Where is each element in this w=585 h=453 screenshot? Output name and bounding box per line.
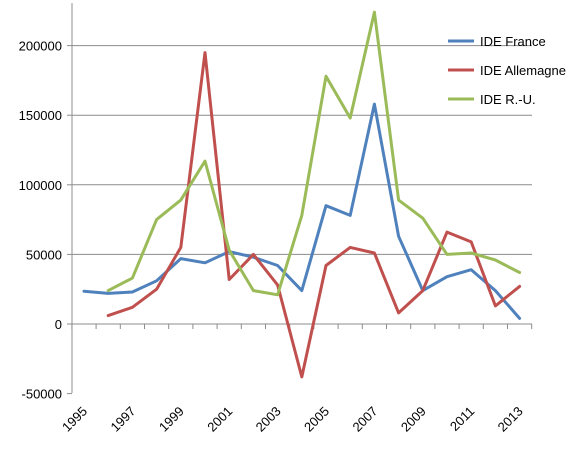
x-tick-label: 1999 <box>156 404 187 435</box>
x-tick-label: 2013 <box>495 404 526 435</box>
gridlines <box>72 45 532 255</box>
legend-label-0: IDE France <box>480 34 546 49</box>
x-tick-label: 2003 <box>253 404 284 435</box>
y-tick-label: 100000 <box>19 178 62 193</box>
x-axis-ticks: 1995 1997 1999 2001 2003 2005 2007 2009 2011 2013 <box>59 324 533 435</box>
x-tick-label: 2007 <box>349 404 380 435</box>
series-lines <box>82 10 522 379</box>
legend-label-1: IDE Allemagne <box>480 63 566 78</box>
series-line-0 <box>82 102 522 320</box>
legend-label-2: IDE R.-U. <box>480 92 536 107</box>
y-tick-label: 150000 <box>19 108 62 123</box>
x-tick-label: 2005 <box>301 404 332 435</box>
y-tick-label: 0 <box>55 317 62 332</box>
x-tick-label: 1995 <box>59 404 90 435</box>
x-tick-label: 1997 <box>107 404 138 435</box>
x-tick-label: 2011 <box>447 404 477 434</box>
x-tick-label: 2001 <box>204 404 235 435</box>
series-line-1 <box>106 51 522 379</box>
series-line-2 <box>106 10 522 297</box>
y-tick-label: -50000 <box>22 387 62 402</box>
y-tick-label: 200000 <box>19 39 62 54</box>
x-tick-label: 2009 <box>398 404 429 435</box>
axes <box>71 3 532 393</box>
legend: IDE France IDE Allemagne IDE R.-U. <box>448 34 566 107</box>
y-axis-ticks: -50000 0 50000 100000 150000 200000 <box>19 39 72 402</box>
y-tick-label: 50000 <box>26 247 62 262</box>
